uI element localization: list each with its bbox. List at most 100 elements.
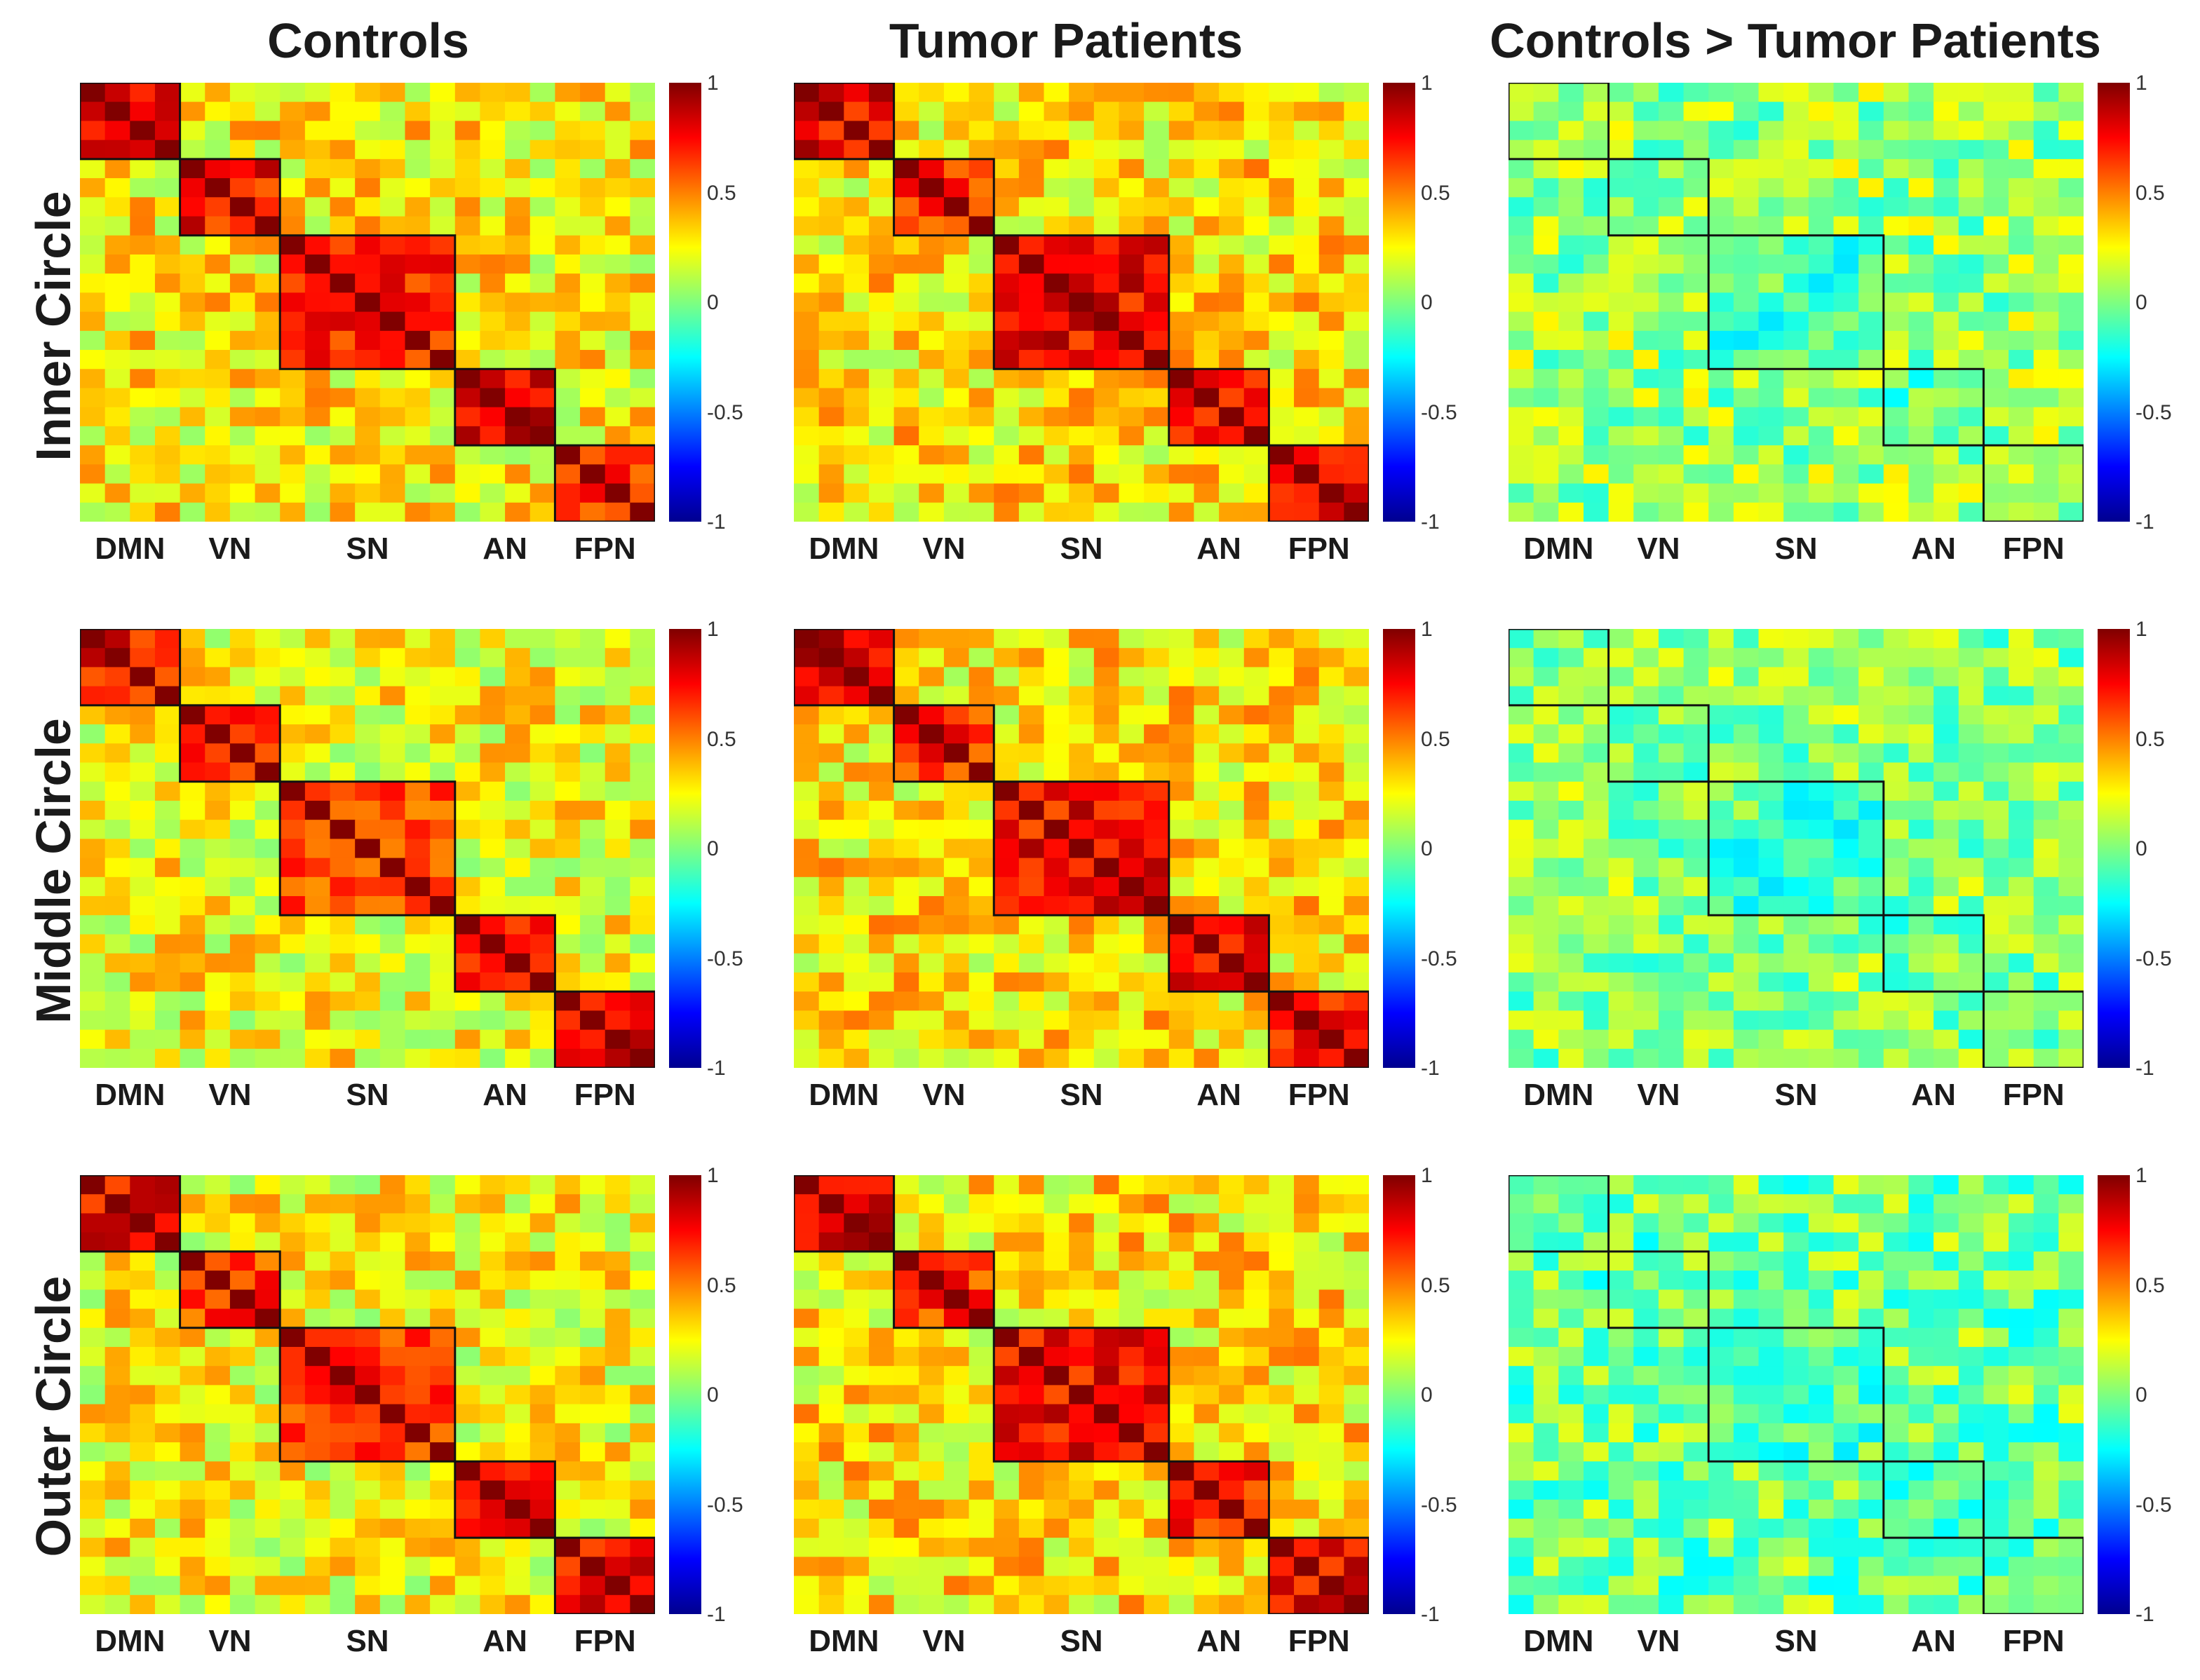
heatmap-cell bbox=[1658, 273, 1685, 293]
heatmap-cell bbox=[919, 1308, 945, 1329]
heatmap-cell bbox=[1069, 1308, 1095, 1329]
heatmap-cell bbox=[1344, 1232, 1369, 1252]
heatmap-cell bbox=[1269, 1423, 1295, 1443]
heatmap-cell bbox=[555, 1289, 581, 1310]
heatmap-cell bbox=[794, 102, 820, 122]
heatmap-cell bbox=[1858, 1461, 1884, 1482]
heatmap-cell bbox=[868, 1232, 895, 1252]
heatmap-cell bbox=[2009, 1029, 2034, 1050]
heatmap-cell bbox=[154, 1327, 181, 1348]
heatmap-cell bbox=[1168, 426, 1195, 446]
heatmap-cell bbox=[379, 483, 406, 503]
heatmap-cell bbox=[605, 1213, 630, 1233]
heatmap-cell bbox=[280, 781, 306, 801]
heatmap-cell bbox=[80, 1175, 106, 1195]
heatmap-cell bbox=[304, 464, 331, 485]
heatmap-cell bbox=[1558, 197, 1584, 217]
heatmap-cell bbox=[529, 1327, 555, 1348]
heatmap-cell bbox=[505, 1213, 531, 1233]
heatmap-cell bbox=[1934, 350, 1959, 370]
heatmap-cell bbox=[1833, 1308, 1859, 1329]
heatmap-cell bbox=[379, 426, 406, 446]
heatmap-cell bbox=[430, 1308, 456, 1329]
heatmap-cell bbox=[255, 483, 281, 503]
colorbar-tick: 0 bbox=[707, 1383, 719, 1407]
heatmap-cell bbox=[430, 388, 456, 408]
colorbar-tick: 1 bbox=[707, 1164, 719, 1187]
heatmap-cell bbox=[1318, 1442, 1344, 1462]
heatmap-cell bbox=[80, 781, 106, 801]
heatmap-cell bbox=[1733, 1271, 1760, 1290]
heatmap-cell bbox=[630, 1213, 655, 1233]
heatmap-cell bbox=[943, 1232, 970, 1252]
heatmap-cell bbox=[379, 1423, 406, 1443]
heatmap-cell bbox=[630, 953, 655, 973]
heatmap-cell bbox=[1044, 350, 1069, 370]
heatmap-cell bbox=[943, 762, 970, 783]
heatmap-cell bbox=[330, 991, 356, 1011]
heatmap-cell bbox=[405, 781, 431, 801]
heatmap-cell bbox=[480, 197, 506, 217]
heatmap-cell bbox=[1583, 934, 1609, 954]
heatmap-cell bbox=[994, 350, 1020, 370]
heatmap-cell bbox=[1833, 1518, 1859, 1538]
heatmap-cell bbox=[355, 197, 381, 217]
heatmap-cell bbox=[304, 1499, 331, 1519]
heatmap-cell bbox=[480, 953, 506, 973]
heatmap-cell bbox=[969, 800, 994, 820]
heatmap-cell bbox=[1783, 350, 1809, 370]
heatmap-cell bbox=[605, 1480, 630, 1501]
heatmap-cell bbox=[1558, 1594, 1584, 1614]
heatmap-cell bbox=[1344, 762, 1369, 783]
heatmap-cell bbox=[454, 1518, 481, 1538]
heatmap-cell bbox=[2009, 102, 2034, 122]
heatmap-cell bbox=[130, 1480, 156, 1501]
heatmap-cell bbox=[280, 667, 306, 687]
heatmap-cell bbox=[1858, 820, 1884, 839]
heatmap-cell bbox=[1294, 502, 1320, 522]
heatmap-cell bbox=[229, 1346, 256, 1367]
heatmap-cell bbox=[1983, 1251, 2009, 1271]
heatmap-cell bbox=[1168, 743, 1195, 764]
network-box-dmn bbox=[80, 83, 182, 161]
heatmap-cell bbox=[80, 350, 106, 370]
heatmap-cell bbox=[1808, 445, 1835, 465]
heatmap-cell bbox=[1294, 686, 1320, 706]
heatmap-cell bbox=[1044, 629, 1069, 649]
heatmap-cell bbox=[1069, 445, 1095, 465]
heatmap-cell bbox=[868, 1366, 895, 1386]
heatmap-cell bbox=[130, 1232, 156, 1252]
heatmap-cell bbox=[1733, 1538, 1760, 1557]
heatmap-cell bbox=[1093, 629, 1120, 649]
heatmap-cell bbox=[1509, 648, 1534, 668]
heatmap-cell bbox=[2009, 839, 2034, 859]
heatmap-cell bbox=[1633, 858, 1659, 878]
heatmap-cell bbox=[80, 1557, 106, 1577]
heatmap-cell bbox=[1934, 121, 1959, 141]
heatmap-cell bbox=[1683, 1480, 1709, 1501]
heatmap-cell bbox=[1733, 1557, 1760, 1577]
heatmap-cell bbox=[1168, 1423, 1195, 1443]
heatmap-cell bbox=[1243, 1010, 1269, 1031]
heatmap-cell bbox=[430, 991, 456, 1011]
heatmap-cell bbox=[1344, 407, 1369, 427]
heatmap-cell bbox=[1934, 1480, 1959, 1501]
heatmap-cell bbox=[1658, 781, 1685, 801]
heatmap-cell bbox=[430, 876, 456, 897]
heatmap-cell bbox=[1883, 1538, 1910, 1557]
heatmap-cell bbox=[2058, 121, 2084, 141]
heatmap-cell bbox=[630, 1442, 655, 1462]
heatmap-cell bbox=[1533, 121, 1559, 141]
heatmap-cell bbox=[1733, 1194, 1760, 1214]
heatmap-cell bbox=[505, 1232, 531, 1252]
heatmap-cell bbox=[943, 953, 970, 973]
heatmap-cell bbox=[1558, 102, 1584, 122]
heatmap-cell bbox=[430, 686, 456, 706]
heatmap-cell bbox=[1808, 705, 1835, 725]
heatmap-cell bbox=[1269, 1442, 1295, 1462]
heatmap-cell bbox=[529, 1442, 555, 1462]
heatmap-cell bbox=[1269, 273, 1295, 293]
heatmap-cell bbox=[229, 445, 256, 465]
heatmap-cell bbox=[2058, 1385, 2084, 1405]
heatmap-cell bbox=[480, 762, 506, 783]
